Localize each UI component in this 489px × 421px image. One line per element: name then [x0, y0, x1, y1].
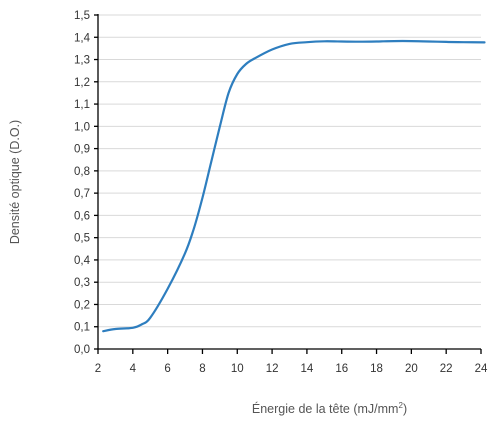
y-tick-label: 0,1	[74, 322, 90, 334]
y-tick-label: 1,4	[74, 32, 91, 44]
x-tick-label: 14	[301, 363, 314, 375]
y-tick-label: 1,2	[74, 77, 90, 89]
series-line	[102, 39, 486, 333]
y-tick-label: 0,4	[74, 255, 91, 267]
x-axis-title-main: Énergie de la tête (mJ/mm	[252, 401, 399, 416]
y-tick-label: 0,0	[74, 344, 90, 356]
y-tick-label: 0,9	[74, 144, 90, 156]
x-tick-label: 12	[266, 363, 279, 375]
x-tick-label: 2	[95, 363, 101, 375]
y-tick-label: 0,8	[74, 166, 90, 178]
x-tick-label: 16	[335, 363, 348, 375]
x-tick-label: 18	[370, 363, 383, 375]
x-axis-title-superscript: 2	[398, 401, 403, 410]
y-axis-title: Densité optique (D.O.)	[8, 120, 22, 244]
y-tick-label: 1,1	[74, 99, 90, 111]
y-tick-label: 0,5	[74, 233, 90, 245]
x-tick-label: 8	[199, 363, 205, 375]
x-tick-label: 24	[475, 363, 488, 375]
x-axis-ticks: 2 4 6 8 10 12 14 16 18 20 22 24	[95, 349, 488, 375]
y-tick-label: 1,5	[74, 10, 90, 22]
x-tick-label: 6	[164, 363, 170, 375]
x-tick-label: 10	[231, 363, 244, 375]
y-tick-label: 1,3	[74, 55, 90, 67]
y-tick-label: 1,0	[74, 121, 90, 133]
x-tick-label: 22	[440, 363, 453, 375]
x-axis-title: Énergie de la tête (mJ/mm2)	[252, 401, 407, 416]
y-axis-ticks: 0,0 0,1 0,2 0,3 0,4 0,5 0,6 0,7 0,8 0,9 1,0 1,1 1,2 1…	[74, 10, 98, 356]
y-tick-label: 0,2	[74, 299, 90, 311]
x-tick-label: 4	[130, 363, 137, 375]
y-tick-label: 0,3	[74, 277, 90, 289]
y-tick-label: 0,6	[74, 210, 90, 222]
y-tick-label: 0,7	[74, 188, 90, 200]
x-axis-title-end: )	[403, 402, 407, 416]
gridlines	[98, 14, 481, 328]
x-tick-label: 20	[405, 363, 418, 375]
